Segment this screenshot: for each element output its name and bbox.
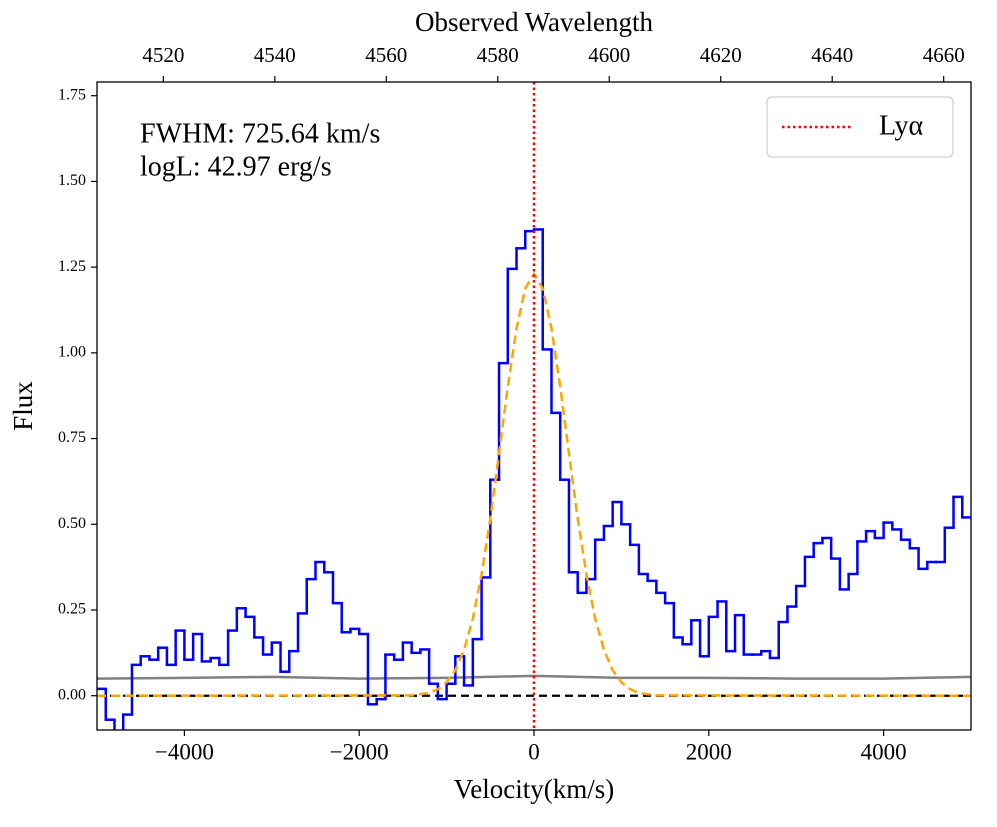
- x-tick-label: 0: [528, 739, 540, 764]
- annotation: FWHM: 725.64 km/s: [140, 118, 380, 149]
- x2-tick-label: 4600: [588, 43, 630, 67]
- y-tick-label: 1.75: [58, 86, 86, 103]
- x2-tick-label: 4580: [477, 43, 519, 67]
- x-axis-title: Velocity(km/s): [454, 774, 614, 804]
- y-tick-label: 0.75: [58, 429, 86, 446]
- y-tick-label: 0.50: [58, 515, 86, 532]
- fit-line: [97, 271, 971, 697]
- legend-label: Lyα: [879, 110, 924, 141]
- y-tick-label: 1.00: [58, 344, 86, 361]
- x2-tick-label: 4660: [923, 43, 965, 67]
- annotation: logL: 42.97 erg/s: [140, 151, 332, 182]
- legend-box: [766, 96, 954, 158]
- plot-area: [97, 82, 971, 730]
- y-tick-label: 0.25: [58, 601, 86, 618]
- x2-tick-label: 4620: [700, 43, 742, 67]
- x2-tick-label: 4560: [365, 43, 407, 67]
- x-tick-label: 2000: [686, 739, 732, 764]
- y-tick-label: 0.00: [58, 686, 86, 703]
- x2-tick-label: 4640: [811, 43, 853, 67]
- error-line: [97, 674, 971, 680]
- x-tick-label: 4000: [861, 739, 907, 764]
- y-tick-label: 1.50: [58, 172, 86, 189]
- y-axis-title: Flux: [8, 381, 38, 431]
- x2-tick-label: 4520: [142, 43, 184, 67]
- x2-axis-title: Observed Wavelength: [415, 7, 654, 37]
- y-tick-label: 1.25: [58, 258, 86, 275]
- x2-tick-label: 4540: [254, 43, 296, 67]
- x-tick-label: −2000: [330, 739, 389, 764]
- x-tick-label: −4000: [155, 739, 214, 764]
